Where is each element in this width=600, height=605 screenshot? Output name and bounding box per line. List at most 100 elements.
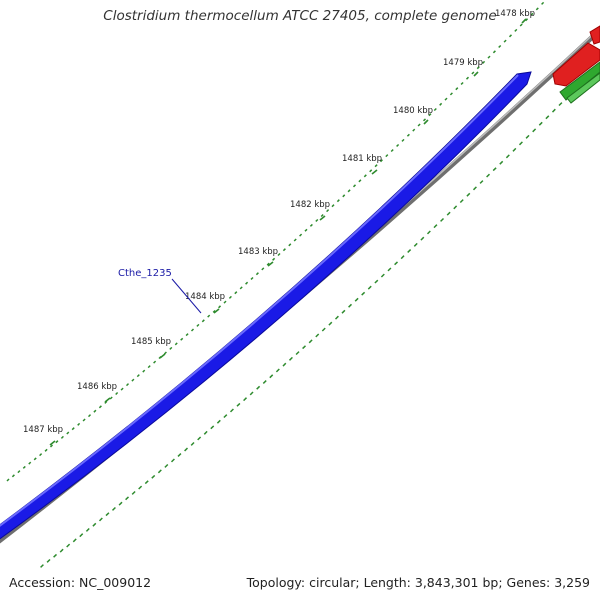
- gene-arrow-green-1[interactable]: [559, 61, 600, 101]
- outer-track-dot: [315, 218, 319, 222]
- inner-track-dot: [203, 430, 208, 435]
- outer-track-dot: [352, 184, 357, 188]
- inner-track-dot: [479, 180, 484, 184]
- outer-track-dot: [396, 143, 400, 147]
- inner-track-dot: [59, 548, 64, 553]
- major-tick-1480: [423, 119, 429, 125]
- inner-track-dot: [243, 397, 248, 402]
- inner-track-dot: [341, 309, 346, 314]
- inner-track-dot: [210, 425, 215, 430]
- outer-track-dot: [390, 149, 394, 153]
- outer-track-dot: [336, 199, 340, 203]
- inner-track-dot: [518, 141, 523, 146]
- outer-track-dot: [228, 295, 232, 299]
- inner-track-dot: [394, 261, 399, 266]
- inner-track-dot: [275, 368, 280, 373]
- outer-track-dot: [115, 391, 119, 396]
- gene-arrow-green-2[interactable]: [566, 72, 600, 104]
- outer-track-dot: [109, 396, 113, 400]
- outer-track-dot: [385, 154, 389, 158]
- inner-track-dot: [190, 441, 195, 446]
- inner-track-dot: [177, 453, 182, 457]
- outer-track-dot: [347, 189, 351, 193]
- inner-track-dot: [525, 134, 530, 139]
- inner-track-dot: [400, 255, 405, 260]
- gene-label-cthe-1235[interactable]: Cthe_1235: [118, 268, 172, 279]
- inner-track-dot: [216, 419, 221, 424]
- outer-track-dot: [55, 440, 59, 444]
- outer-track-dot: [401, 138, 405, 142]
- outer-track-dot: [428, 113, 432, 117]
- gene-arrow-red-1[interactable]: [552, 42, 600, 87]
- outer-track-dot: [153, 360, 157, 364]
- outer-track-dot: [196, 323, 200, 327]
- outer-track-dot: [223, 300, 227, 304]
- inner-track-dot: [505, 154, 510, 159]
- accession-text: Accession: NC_009012: [9, 575, 152, 590]
- outer-track-dot: [266, 262, 270, 266]
- outer-track-dot: [82, 418, 86, 422]
- inner-track-dot: [249, 391, 254, 396]
- inner-track-dot: [492, 167, 497, 172]
- tick-label-1484: 1484 kbp: [185, 292, 225, 302]
- outer-track-dot: [412, 128, 416, 132]
- inner-track-dot: [105, 512, 110, 517]
- outer-track-dot: [120, 387, 124, 391]
- inner-track-dot: [118, 501, 123, 506]
- inner-track-dot: [512, 147, 517, 152]
- outer-track-dot: [492, 50, 496, 54]
- inner-track-dot: [66, 543, 71, 548]
- inner-track-dot: [466, 192, 471, 197]
- inner-gc-track: [40, 62, 600, 568]
- outer-track-dot: [326, 209, 330, 213]
- inner-track-dot: [151, 474, 156, 479]
- outer-track-dot: [207, 314, 211, 318]
- outer-track-dot: [28, 461, 32, 465]
- inner-track-dot: [98, 517, 103, 522]
- outer-track-dot: [6, 478, 10, 482]
- outer-track-dot: [471, 71, 475, 75]
- inner-track-dot: [486, 173, 491, 178]
- outer-track-dot: [293, 238, 297, 242]
- outer-track-dot: [136, 374, 140, 378]
- tick-label-1482: 1482 kbp: [290, 200, 330, 210]
- inner-track-dot: [262, 380, 267, 384]
- outer-track-dot: [374, 164, 378, 168]
- outer-track-dot: [449, 92, 453, 96]
- outer-track-dot: [255, 272, 259, 276]
- outer-track-dot: [331, 204, 335, 208]
- outer-track-dot: [514, 28, 518, 32]
- outer-track-dot: [44, 448, 48, 452]
- inner-track-dot: [499, 160, 504, 165]
- inner-track-dot: [72, 538, 77, 543]
- outer-track-dot: [245, 281, 249, 285]
- inner-track-dot: [453, 205, 458, 210]
- outer-track-dot: [180, 337, 184, 341]
- genome-summary-text: Topology: circular; Length: 3,843,301 bp…: [246, 575, 590, 590]
- inner-track-dot: [551, 108, 556, 113]
- outer-track-dot: [535, 7, 539, 11]
- gene-arrow-red-2[interactable]: [589, 25, 600, 45]
- outer-track-dot: [185, 333, 189, 337]
- outer-track-dot: [369, 169, 373, 173]
- outer-track-dot: [272, 257, 276, 261]
- major-tick-1486: [104, 397, 111, 403]
- tick-label-1486: 1486 kbp: [77, 382, 117, 392]
- outer-track-dot: [71, 427, 75, 431]
- outer-track-dot: [17, 470, 21, 474]
- outer-track-dot: [49, 444, 54, 448]
- inner-track-dot: [387, 267, 392, 272]
- outer-track-dot: [460, 81, 464, 85]
- tick-label-1483: 1483 kbp: [238, 247, 278, 257]
- outer-track-dot: [60, 435, 64, 439]
- tick-label-1481: 1481 kbp: [342, 154, 382, 164]
- inner-track-dot: [256, 385, 261, 390]
- outer-track-dot: [142, 369, 146, 373]
- outer-track-dot: [417, 123, 421, 127]
- inner-track-dot: [295, 351, 300, 356]
- inner-track-dot: [53, 553, 58, 558]
- outer-track-dot: [11, 474, 15, 478]
- inner-track-dot: [144, 480, 149, 485]
- inner-track-dot: [138, 485, 143, 490]
